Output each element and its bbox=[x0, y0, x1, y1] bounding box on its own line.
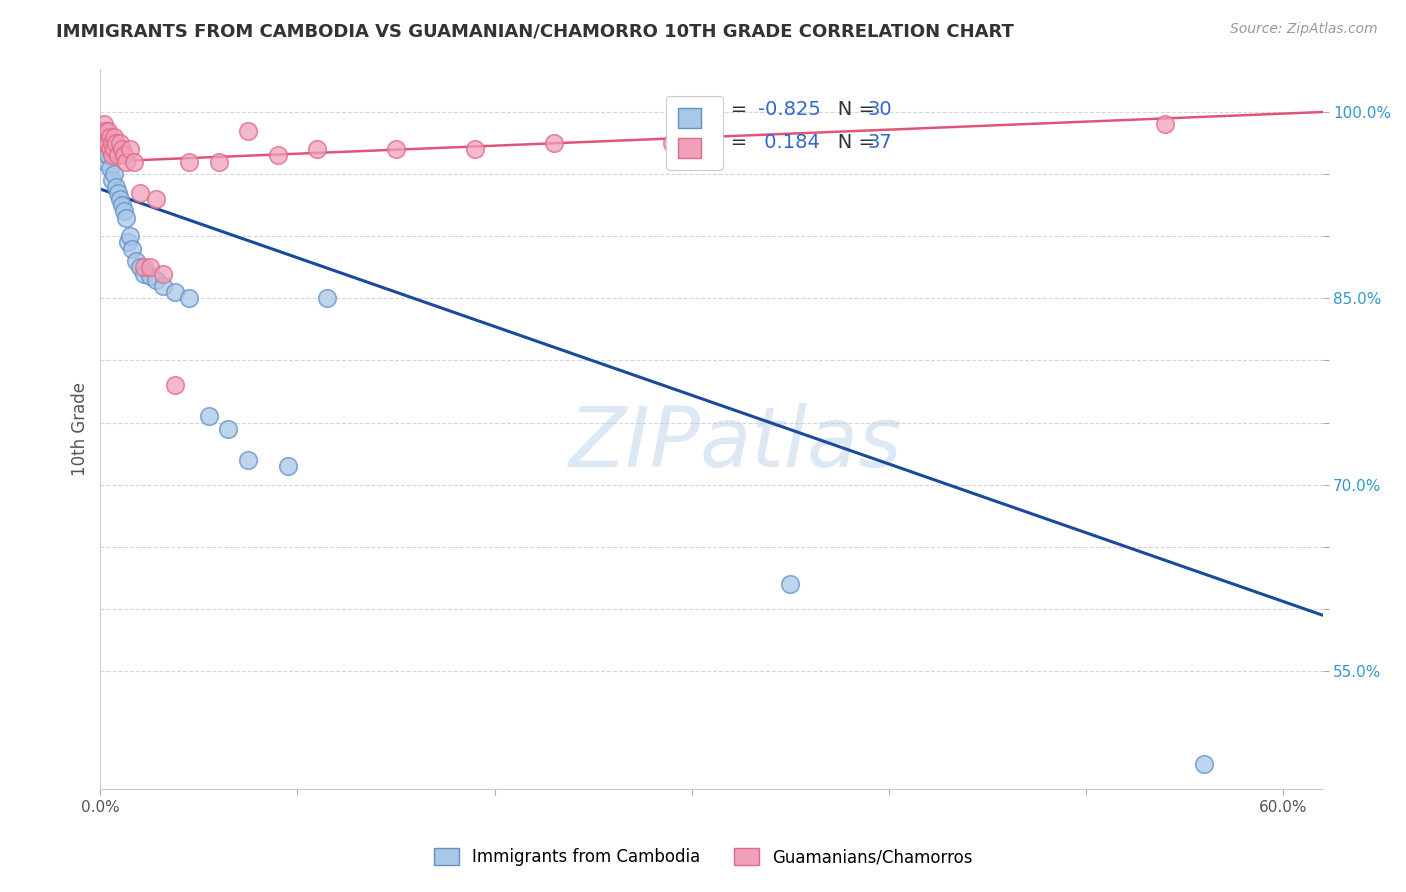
Text: Source: ZipAtlas.com: Source: ZipAtlas.com bbox=[1230, 22, 1378, 37]
Point bbox=[97, 123, 120, 137]
Point bbox=[125, 254, 148, 268]
Point bbox=[197, 409, 219, 424]
Point bbox=[91, 123, 114, 137]
Point bbox=[661, 136, 683, 150]
Point bbox=[152, 267, 174, 281]
Y-axis label: 10th Grade: 10th Grade bbox=[72, 382, 89, 475]
Point bbox=[93, 117, 115, 131]
Point bbox=[101, 148, 124, 162]
Point bbox=[307, 142, 329, 156]
Point bbox=[93, 142, 115, 156]
Point bbox=[111, 198, 134, 212]
Point bbox=[138, 260, 160, 275]
Point bbox=[98, 161, 121, 175]
Point bbox=[277, 459, 299, 474]
Point bbox=[103, 129, 125, 144]
Point bbox=[177, 291, 200, 305]
Point bbox=[207, 154, 229, 169]
Text: N =: N = bbox=[820, 133, 882, 153]
Point bbox=[96, 154, 118, 169]
Text: 0.184: 0.184 bbox=[758, 133, 820, 153]
Point bbox=[108, 192, 131, 206]
Point bbox=[98, 129, 121, 144]
Point bbox=[112, 204, 135, 219]
Point bbox=[118, 229, 141, 244]
Point bbox=[118, 142, 141, 156]
Point bbox=[105, 136, 128, 150]
Point bbox=[145, 192, 167, 206]
Point bbox=[132, 267, 155, 281]
Point bbox=[96, 136, 118, 150]
Point bbox=[98, 142, 121, 156]
Point bbox=[132, 260, 155, 275]
Point bbox=[543, 136, 565, 150]
Point bbox=[165, 378, 187, 392]
Point bbox=[93, 129, 115, 144]
Point bbox=[96, 123, 118, 137]
Point bbox=[165, 285, 187, 300]
Point bbox=[128, 260, 150, 275]
Point bbox=[111, 142, 134, 156]
Point bbox=[108, 136, 131, 150]
Text: N =: N = bbox=[820, 100, 882, 120]
Point bbox=[1194, 757, 1216, 772]
Point bbox=[103, 167, 125, 181]
Point bbox=[117, 235, 139, 250]
Point bbox=[101, 173, 124, 187]
Point bbox=[238, 123, 260, 137]
Legend: Immigrants from Cambodia, Guamanians/Chamorros: Immigrants from Cambodia, Guamanians/Cha… bbox=[425, 840, 981, 875]
Point bbox=[238, 453, 260, 467]
Point bbox=[138, 268, 160, 283]
Point bbox=[115, 211, 138, 225]
Point bbox=[177, 154, 200, 169]
Point bbox=[1154, 117, 1177, 131]
Point bbox=[97, 148, 120, 162]
Text: R =: R = bbox=[711, 100, 754, 120]
Text: -0.825: -0.825 bbox=[758, 100, 821, 120]
Point bbox=[107, 186, 129, 200]
Point bbox=[267, 148, 290, 162]
Point bbox=[779, 577, 801, 591]
Text: ZIPatlas: ZIPatlas bbox=[569, 403, 903, 483]
Text: IMMIGRANTS FROM CAMBODIA VS GUAMANIAN/CHAMORRO 10TH GRADE CORRELATION CHART: IMMIGRANTS FROM CAMBODIA VS GUAMANIAN/CH… bbox=[56, 22, 1014, 40]
Point bbox=[101, 136, 124, 150]
Text: R =: R = bbox=[711, 133, 754, 153]
Point bbox=[112, 148, 135, 162]
Point bbox=[316, 291, 339, 305]
Point bbox=[103, 142, 125, 156]
Text: 37: 37 bbox=[868, 133, 893, 153]
Point bbox=[97, 136, 120, 150]
Point bbox=[121, 242, 143, 256]
Point bbox=[122, 154, 145, 169]
Point bbox=[105, 179, 128, 194]
Legend: , : , bbox=[666, 96, 723, 170]
Point bbox=[115, 154, 138, 169]
Point bbox=[128, 186, 150, 200]
Point bbox=[464, 142, 486, 156]
Point bbox=[218, 422, 240, 436]
Point bbox=[107, 148, 129, 162]
Point bbox=[145, 273, 167, 287]
Text: 30: 30 bbox=[868, 100, 893, 120]
Point bbox=[385, 142, 408, 156]
Point bbox=[152, 279, 174, 293]
